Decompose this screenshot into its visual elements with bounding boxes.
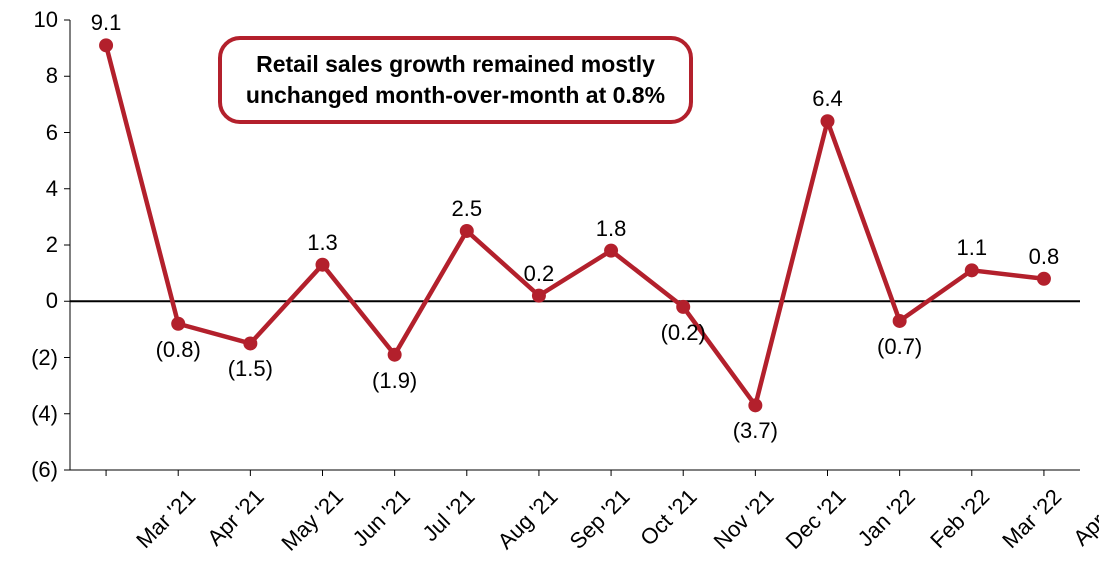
y-tick-label: 8 [0,63,58,89]
data-label: 9.1 [91,10,122,36]
callout-text: Retail sales growth remained mostlyuncha… [246,49,665,111]
data-marker [99,38,113,52]
data-marker [676,300,690,314]
data-marker [1037,272,1051,286]
retail-sales-chart: (6)(4)(2)0246810Mar '21Apr '21May '21Jun… [0,0,1099,578]
data-marker [893,314,907,328]
data-label: 1.8 [596,216,627,242]
data-label: 1.1 [956,235,987,261]
data-label: (0.2) [661,320,706,346]
data-label: 6.4 [812,86,843,112]
y-tick-label: (2) [0,345,58,371]
data-label: (0.7) [877,334,922,360]
data-label: (3.7) [733,418,778,444]
y-tick-label: (6) [0,457,58,483]
callout-line-2: unchanged month-over-month at 0.8% [246,80,665,111]
data-marker [316,258,330,272]
data-label: (1.9) [372,368,417,394]
data-label: 0.8 [1029,244,1060,270]
y-tick-label: 4 [0,176,58,202]
y-tick-label: 0 [0,288,58,314]
y-tick-label: (4) [0,401,58,427]
data-label: (0.8) [156,337,201,363]
data-label: 2.5 [451,196,482,222]
data-marker [821,114,835,128]
data-marker [965,263,979,277]
callout-box: Retail sales growth remained mostlyuncha… [218,36,693,124]
data-marker [388,348,402,362]
data-marker [243,336,257,350]
data-label: 1.3 [307,230,338,256]
data-marker [460,224,474,238]
data-label: 0.2 [524,261,555,287]
data-marker [171,317,185,331]
y-tick-label: 6 [0,120,58,146]
data-label: (1.5) [228,356,273,382]
data-marker [604,244,618,258]
data-marker [532,289,546,303]
y-tick-label: 10 [0,7,58,33]
callout-line-1: Retail sales growth remained mostly [246,49,665,80]
y-tick-label: 2 [0,232,58,258]
data-marker [748,398,762,412]
